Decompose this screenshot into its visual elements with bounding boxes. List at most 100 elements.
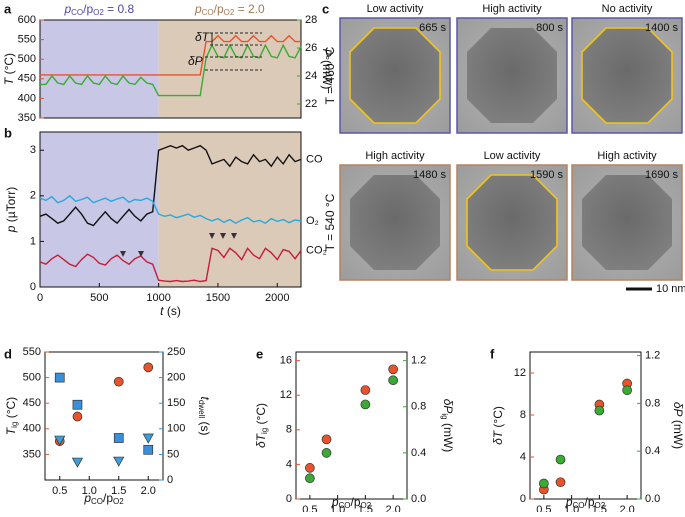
x-axis-label: pCO/pO2 [565, 495, 606, 510]
x-tick-label: 1500 [206, 292, 230, 304]
x-tick-label: 0.5 [52, 485, 67, 497]
y-tick-label: 16 [280, 355, 292, 367]
x-axis-label: t (s) [160, 304, 181, 318]
y2-tick-label: 0.4 [411, 447, 426, 459]
point-circle [321, 448, 332, 458]
y2-tick-label: 28 [305, 14, 317, 26]
x-tick-label: 2000 [265, 292, 289, 304]
y-tick-label: 8 [520, 409, 526, 421]
y2-axis-label: P (mW) [320, 49, 334, 90]
y-tick-label: 2 [30, 190, 36, 202]
label-part: O2 [93, 8, 104, 17]
region [40, 132, 159, 287]
label-part: P [320, 49, 334, 57]
image-caption: High activity [365, 150, 425, 162]
x-axis-label: pCO/pO2 [331, 495, 372, 510]
x-tick-label: 2.0 [141, 485, 156, 497]
point-circle [594, 405, 605, 416]
label-part: p [63, 2, 71, 16]
label-part: (s) [164, 304, 181, 318]
y2-tick-label: 50 [167, 448, 179, 460]
label-part: (°C) [491, 406, 505, 431]
label-part: CO [91, 497, 103, 506]
scale-bar-label: 10 nm [656, 283, 685, 295]
point-circle [555, 454, 566, 465]
region [40, 20, 159, 118]
series-label: CO₂ [306, 244, 327, 256]
point-circle [305, 473, 315, 484]
region-label: pCO/pO2 = 2.0 [194, 2, 265, 17]
point-circle [321, 434, 332, 445]
annotation: δP [188, 54, 203, 68]
y2-axis-label: tdwell (s) [197, 397, 212, 436]
image-caption: High activity [482, 3, 542, 15]
annotation: δT [195, 30, 211, 44]
y-axis-label: T (°C) [2, 53, 16, 85]
x-axis-label: pCO/pO2 [83, 491, 124, 506]
panel-label: e [256, 346, 263, 361]
label-part: δP [441, 399, 455, 414]
label-part: p [4, 225, 18, 233]
y-tick-label: 0 [286, 493, 292, 505]
y-tick-label: 4 [286, 458, 292, 470]
label-part: (°C) [4, 397, 18, 422]
y-tick-label: 3 [30, 144, 36, 156]
panel-label: a [4, 1, 12, 16]
y-tick-label: 4 [520, 451, 526, 463]
label-part: CO [71, 8, 83, 17]
series-line [39, 144, 302, 227]
image-time: 1480 s [413, 169, 447, 181]
image-time: 665 s [419, 22, 446, 34]
label-part: p [331, 495, 339, 509]
point-circle [360, 385, 371, 395]
label-part: (mW) [320, 57, 334, 90]
label-part: (mW) [441, 420, 455, 453]
y2-tick-label: 0.0 [645, 493, 660, 505]
image-caption: No activity [602, 3, 653, 15]
region-label: pCO/pO2 = 0.8 [63, 2, 134, 17]
point-circle [388, 375, 398, 386]
image-time: 800 s [536, 22, 563, 34]
x-tick-label: 1.0 [82, 485, 97, 497]
image-caption: Low activity [367, 3, 424, 15]
x-tick-label: 1000 [146, 292, 170, 304]
particle [467, 175, 557, 270]
image-time: 1400 s [645, 22, 679, 34]
y-tick-label: 1 [30, 235, 36, 247]
y-tick-label: 450 [23, 397, 41, 409]
event-marker [220, 233, 226, 239]
series-line [39, 194, 302, 225]
label-part: dwell [197, 400, 206, 418]
row-temperature: T = 540 °C [323, 193, 337, 251]
y-tick-label: 400 [18, 92, 36, 104]
y2-axis-label: δP (mW) [671, 402, 685, 449]
y2-tick-label: 250 [167, 346, 185, 358]
label-part: O2 [595, 501, 606, 510]
label-part: /p [585, 495, 595, 509]
y-tick-label: 8 [286, 424, 292, 436]
particle [350, 175, 440, 270]
series-label: CO [306, 153, 323, 165]
point-circle [622, 385, 632, 396]
image-time: 1590 s [530, 169, 564, 181]
point-circle [143, 362, 154, 373]
label-part: /p [351, 495, 361, 509]
event-marker [138, 251, 144, 257]
image-caption: Low activity [484, 150, 541, 162]
y2-tick-label: 0.8 [411, 401, 426, 413]
y2-tick-label: 100 [167, 423, 185, 435]
y2-tick-label: 0.8 [645, 397, 660, 409]
y2-tick-label: 1.2 [411, 355, 426, 367]
point-circle [360, 399, 371, 410]
y-tick-label: 450 [18, 73, 36, 85]
label-part: O2 [224, 8, 235, 17]
event-marker [209, 233, 215, 239]
x-tick-label: 0.5 [536, 504, 551, 512]
y2-tick-label: 150 [167, 397, 185, 409]
image-time: 1690 s [645, 169, 679, 181]
plot-frame [44, 351, 164, 481]
y2-tick-label: 0 [167, 474, 173, 486]
y2-tick-label: 22 [305, 98, 317, 110]
panel-label: d [4, 346, 12, 361]
